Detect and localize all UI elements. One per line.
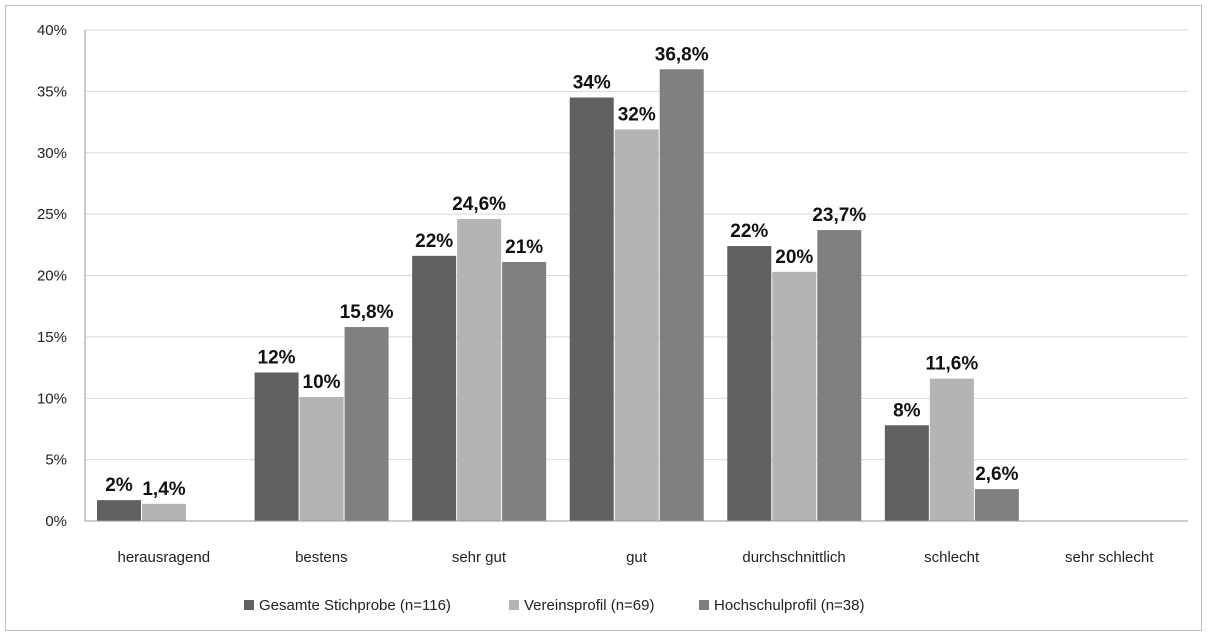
bar [772, 271, 817, 521]
x-tick-label: schlecht [924, 549, 980, 566]
legend-label: Vereinsprofil (n=69) [524, 597, 655, 614]
data-label: 11,6% [925, 354, 978, 375]
legend-swatch [509, 600, 519, 610]
bar [344, 327, 389, 521]
data-label: 1,4% [142, 479, 185, 500]
x-tick-label: sehr gut [452, 549, 507, 566]
data-label: 34% [573, 73, 611, 94]
data-label: 21% [505, 237, 543, 258]
bar [727, 246, 772, 522]
y-tick-label: 35% [37, 83, 67, 100]
y-tick-label: 40% [37, 22, 67, 39]
bar [254, 372, 299, 521]
data-labels: 2% 12% 22% 34% 22% 8% 1,4% 10% 24,6% 32% 20% 11,6% 1… [105, 44, 1018, 500]
data-label: 23,7% [812, 205, 866, 226]
y-tick-label: 5% [45, 452, 67, 469]
bar [457, 219, 502, 521]
legend: Gesamte Stichprobe (n=116) Vereinsprofil … [244, 597, 865, 614]
bar [659, 69, 704, 521]
x-tick-label: durchschnittlich [742, 549, 845, 566]
y-tick-label: 30% [37, 145, 67, 162]
data-label: 2% [105, 475, 133, 496]
bar [817, 230, 862, 521]
x-axis: herausragend bestens sehr gut gut durchschni… [85, 520, 1188, 566]
bar [884, 425, 929, 521]
bar [974, 489, 1019, 521]
chart-frame [5, 5, 1202, 631]
data-label: 22% [415, 231, 453, 252]
data-label: 10% [303, 372, 341, 393]
x-tick-label: bestens [295, 549, 348, 566]
bar [569, 97, 614, 521]
bar [142, 503, 186, 521]
data-label: 12% [258, 347, 296, 368]
x-tick-label: gut [626, 549, 648, 566]
legend-label: Hochschulprofil (n=38) [714, 597, 865, 614]
bar [614, 129, 659, 522]
legend-swatch [244, 600, 254, 610]
data-label: 24,6% [452, 194, 506, 215]
x-tick-label: herausragend [117, 549, 210, 566]
bar [929, 378, 974, 521]
bar [97, 500, 141, 521]
data-label: 2,6% [975, 464, 1018, 485]
bar [412, 255, 457, 522]
bars [97, 69, 1019, 522]
data-label: 22% [730, 221, 768, 242]
data-label: 15,8% [340, 302, 394, 323]
bar [502, 261, 547, 521]
y-tick-label: 25% [37, 206, 67, 223]
x-tick-label: sehr schlecht [1065, 549, 1154, 566]
legend-label: Gesamte Stichprobe (n=116) [259, 597, 451, 614]
legend-swatch [699, 600, 709, 610]
data-label: 8% [893, 400, 921, 421]
bar [299, 397, 344, 521]
y-tick-label: 0% [45, 513, 67, 530]
y-axis: 0% 5% 10% 15% 20% 25% 30% 35% 40% [37, 22, 86, 530]
data-label: 20% [775, 247, 813, 268]
data-label: 36,8% [655, 44, 709, 65]
y-tick-label: 10% [37, 390, 67, 407]
y-tick-label: 15% [37, 329, 67, 346]
data-label: 32% [618, 104, 656, 125]
gridlines [85, 29, 1188, 461]
y-tick-label: 20% [37, 268, 67, 285]
